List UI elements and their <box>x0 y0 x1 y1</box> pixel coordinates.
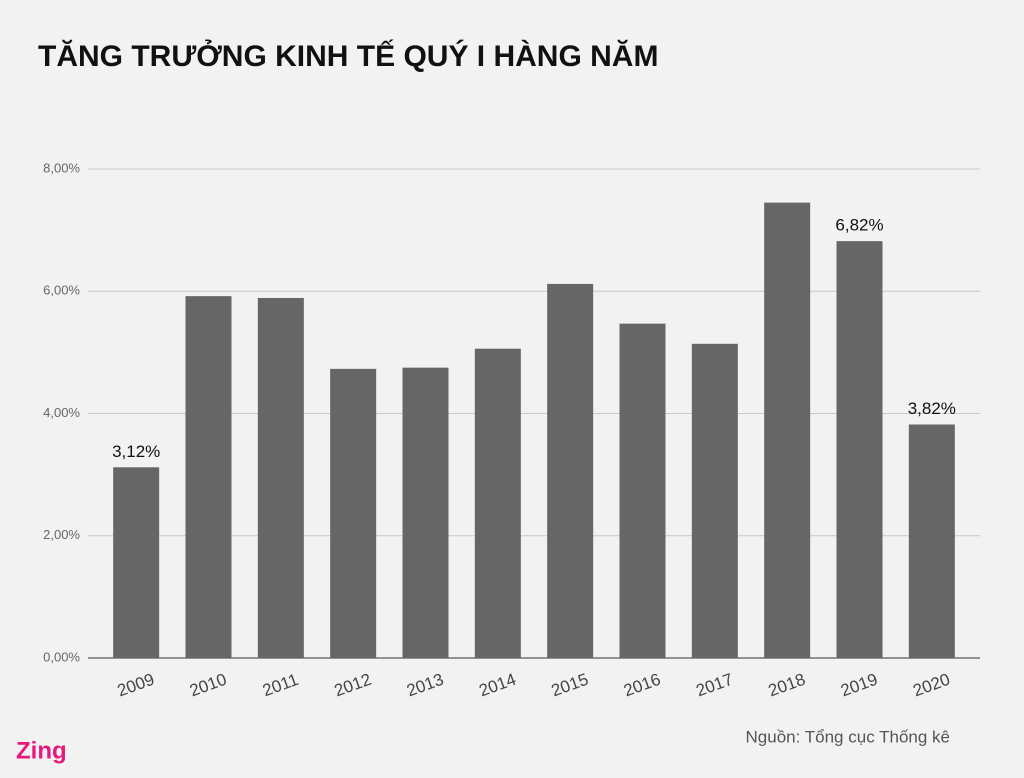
y-tick-label: 2,00% <box>43 527 80 542</box>
y-tick-label: 4,00% <box>43 405 80 420</box>
y-tick-label: 8,00% <box>43 160 80 175</box>
y-tick-label: 0,00% <box>43 649 80 664</box>
bar <box>402 367 449 658</box>
bar <box>185 296 232 658</box>
data-label: 3,12% <box>112 442 160 461</box>
chart-title: TĂNG TRƯỞNG KINH TẾ QUÝ I HÀNG NĂM <box>38 39 658 73</box>
bar <box>474 348 521 658</box>
bar <box>691 343 738 658</box>
bar <box>836 241 883 658</box>
bar <box>547 283 594 658</box>
data-label: 3,82% <box>908 399 956 418</box>
bar <box>764 202 811 658</box>
logo: Zing <box>16 737 67 764</box>
y-tick-label: 6,00% <box>43 283 80 298</box>
bar <box>257 297 304 658</box>
bar <box>113 467 160 658</box>
bar <box>908 424 955 658</box>
data-label: 6,82% <box>835 216 883 235</box>
source-note: Nguồn: Tổng cục Thống kê <box>746 727 950 746</box>
bar <box>619 323 666 658</box>
bar <box>330 368 377 658</box>
